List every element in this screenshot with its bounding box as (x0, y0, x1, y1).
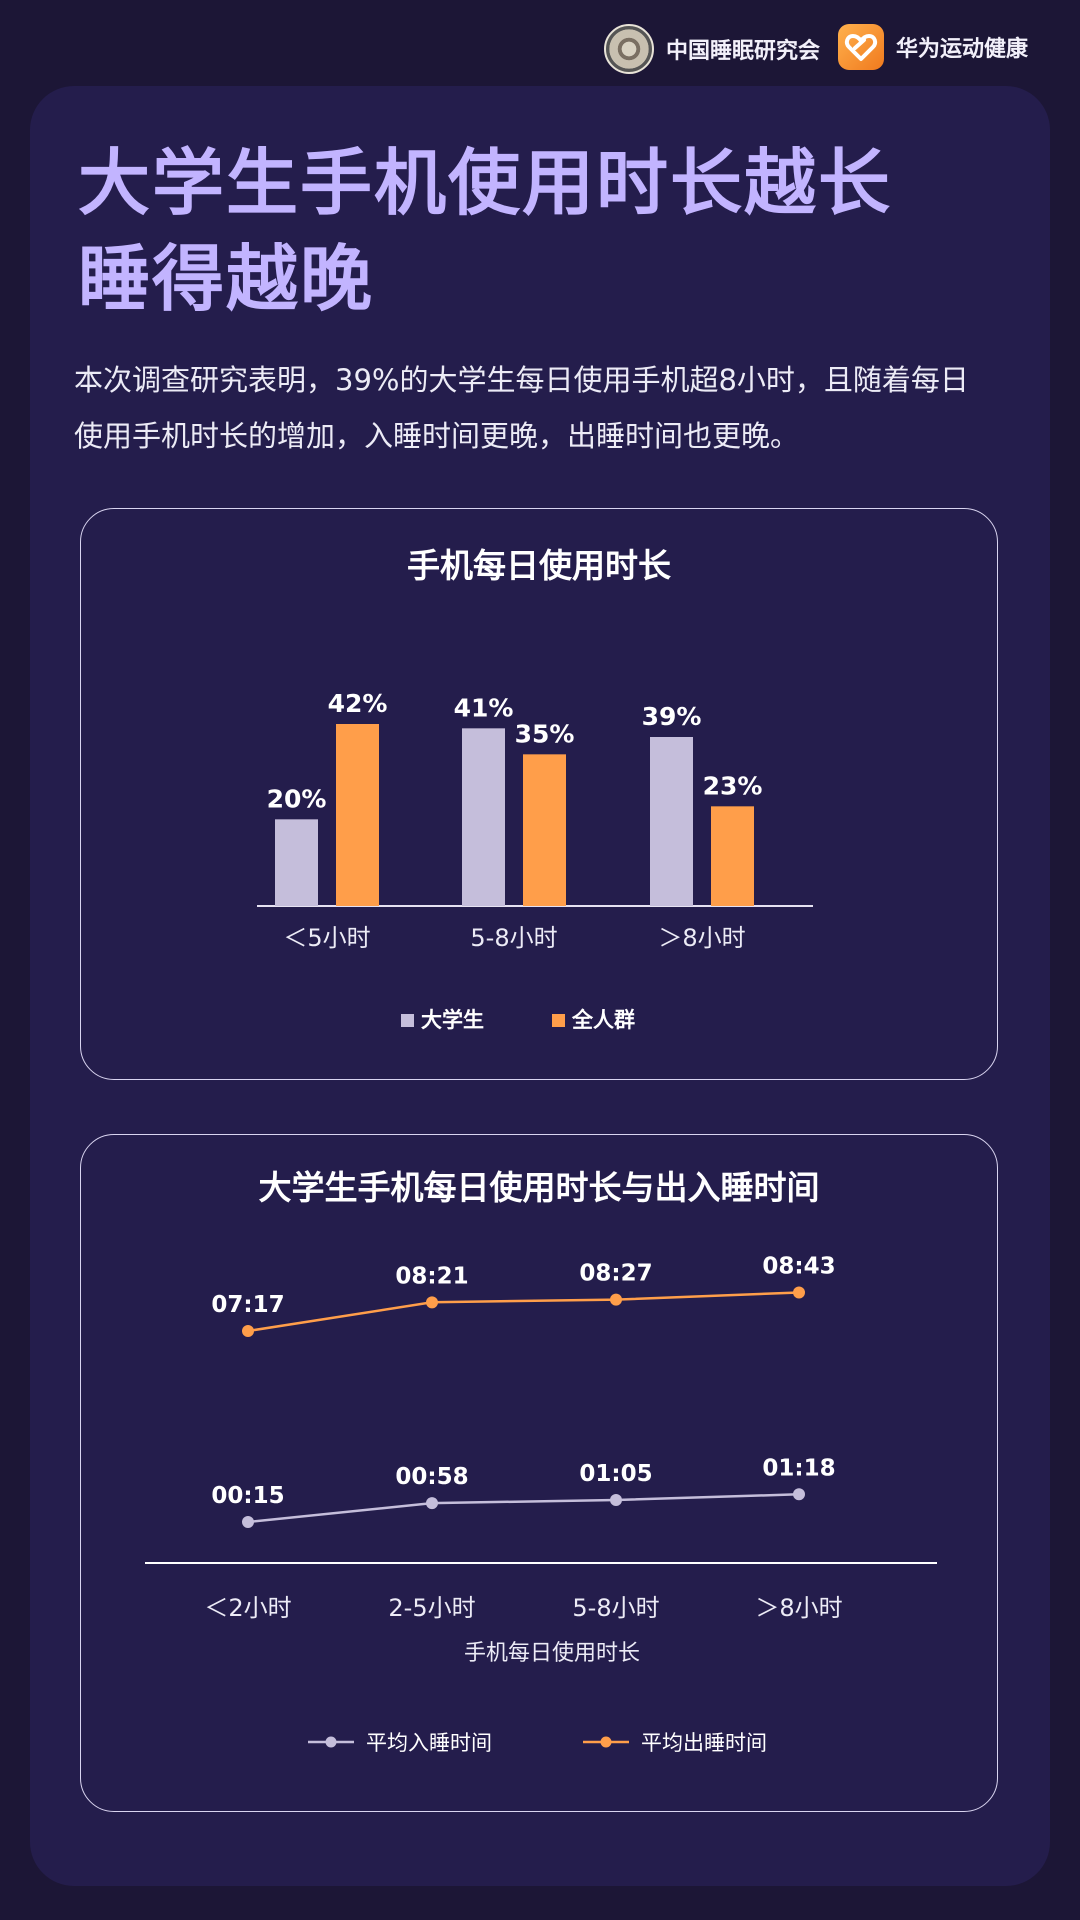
series-point-wake-time-1 (426, 1296, 438, 1309)
line-data-label: 00:15 (211, 1483, 284, 1509)
bar-all-people-1 (523, 754, 566, 906)
line-data-label: 07:17 (211, 1292, 284, 1318)
series-line-wake-time (247, 1291, 800, 1333)
bar-all-people-0 (336, 724, 379, 906)
bar-data-label: 41% (454, 693, 514, 722)
line-category-label: 5-8小时 (572, 1594, 659, 1622)
bar-students-1 (462, 728, 505, 906)
legend-label-students: 大学生 (421, 1008, 484, 1032)
sleep-society-logo-icon (604, 24, 654, 74)
legend-label-bedtime: 平均入睡时间 (366, 1731, 492, 1755)
line-category-label: ＜2小时 (204, 1594, 291, 1622)
page-title-line-1: 大学生手机使用时长越长 (78, 141, 893, 225)
main-card (30, 86, 1050, 1886)
series-point-wake-time-3 (793, 1286, 805, 1299)
bar-chart-card: 手机每日使用时长 20% 42% ＜5小时 41% 35% 5-8小时 39% 23% ＞8小时… (80, 508, 998, 1080)
page-title-line-2: 睡得越晚 (78, 237, 375, 321)
series-point-bedtime-1 (426, 1497, 438, 1510)
org1-brand: 中国睡眠研究会 (604, 24, 820, 74)
legend-swatch-all-people (552, 1014, 565, 1027)
bar-data-label: 39% (642, 702, 702, 731)
line-data-label: 08:43 (762, 1253, 835, 1279)
bar-data-label: 23% (703, 771, 763, 800)
series-point-bedtime-3 (793, 1488, 805, 1501)
series-point-wake-time-0 (242, 1325, 254, 1337)
bar-all-people-2 (711, 806, 754, 906)
bar-students-2 (650, 737, 693, 906)
bar-category-label: ＞8小时 (658, 924, 745, 952)
line-chart-card: 大学生手机每日使用时长与出入睡时间 00:15 00:58 01:05 01:18 07… (80, 1134, 998, 1812)
line-data-label: 08:21 (395, 1263, 468, 1289)
org2-name: 华为运动健康 (896, 37, 1029, 62)
legend-swatch-students (401, 1014, 414, 1027)
legend-marker-wake-time (600, 1736, 612, 1748)
series-line-bedtime (247, 1493, 800, 1524)
bar-data-label: 20% (267, 784, 327, 813)
line-data-label: 01:18 (762, 1455, 835, 1481)
org1-name: 中国睡眠研究会 (666, 39, 821, 64)
bar-data-label: 35% (515, 719, 575, 748)
line-data-label: 00:58 (395, 1464, 468, 1490)
line-x-axis-title: 手机每日使用时长 (464, 1641, 640, 1666)
legend-marker-bedtime (325, 1736, 337, 1748)
series-point-wake-time-2 (610, 1293, 622, 1306)
bar-category-label: 5-8小时 (470, 924, 557, 952)
bar-students-0 (275, 819, 318, 906)
series-point-bedtime-0 (242, 1516, 254, 1528)
bar-chart-title: 手机每日使用时长 (407, 546, 671, 585)
line-chart: 00:15 00:58 01:05 01:18 07:17 08:21 08:27 08:43… (145, 1253, 937, 1755)
line-data-label: 08:27 (579, 1261, 652, 1287)
bar-data-label: 42% (328, 689, 388, 718)
bar-category-label: ＜5小时 (283, 924, 370, 952)
org2-brand: 华为运动健康 (838, 24, 1028, 70)
description-text: 本次调查研究表明，39%的大学生每日使用手机超8小时，且随着每日使用手机时长的增… (74, 363, 969, 453)
top-bar: 中国睡眠研究会 华为运动健康 (0, 0, 1080, 92)
huawei-health-logo-icon (838, 24, 884, 70)
line-category-label: ＞8小时 (755, 1594, 842, 1622)
legend-label-wake-time: 平均出睡时间 (641, 1731, 767, 1755)
line-category-label: 2-5小时 (388, 1594, 475, 1622)
series-point-bedtime-2 (610, 1494, 622, 1506)
legend-label-all-people: 全人群 (571, 1008, 635, 1032)
line-chart-title: 大学生手机每日使用时长与出入睡时间 (258, 1168, 820, 1207)
line-data-label: 01:05 (579, 1461, 652, 1487)
